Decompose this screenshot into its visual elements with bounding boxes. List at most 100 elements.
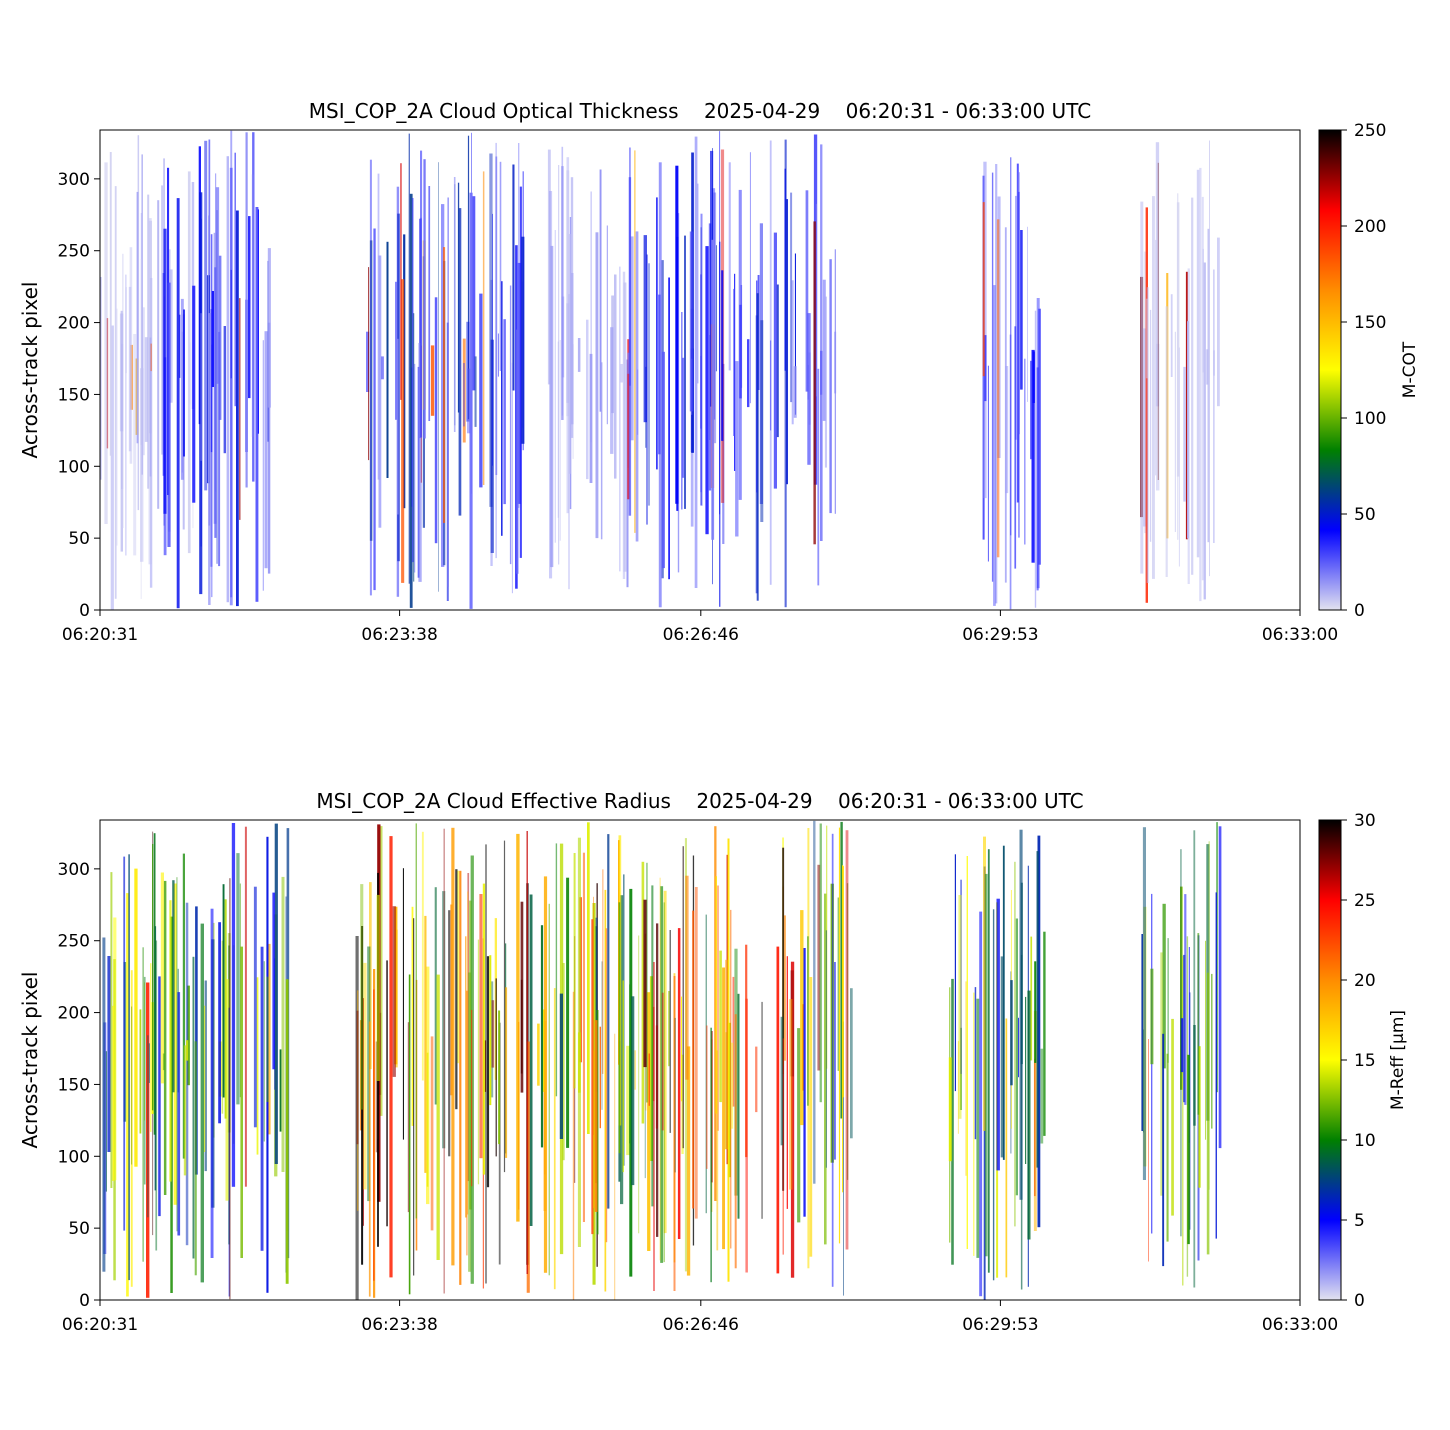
data-streak	[482, 171, 485, 485]
data-streak	[614, 274, 617, 479]
data-streak	[225, 979, 229, 1201]
data-streak	[620, 364, 623, 383]
data-streak	[789, 999, 793, 1190]
data-streak	[831, 833, 834, 1287]
data-streak	[214, 267, 217, 538]
data-streak	[755, 1046, 758, 1113]
data-streak	[428, 186, 431, 421]
data-streak	[1146, 287, 1149, 583]
data-streak	[730, 909, 732, 1249]
data-streak	[824, 296, 827, 468]
data-streak	[1206, 972, 1210, 1255]
data-streak	[408, 133, 410, 584]
data-streak	[262, 340, 264, 591]
data-streak	[263, 961, 265, 1142]
data-streak	[599, 169, 602, 412]
data-streak	[392, 906, 396, 1077]
data-streak	[1030, 936, 1033, 1061]
data-streak	[471, 1009, 473, 1187]
data-streak	[210, 234, 213, 453]
data-streak	[229, 878, 231, 1300]
data-streak	[169, 269, 173, 403]
data-streak	[1142, 328, 1147, 527]
data-streak	[1206, 349, 1209, 385]
data-streak	[136, 191, 139, 444]
data-streak	[1166, 1053, 1169, 1242]
data-streak	[776, 284, 779, 438]
data-streak	[472, 196, 476, 391]
data-streak	[1188, 947, 1190, 1143]
data-streak	[1025, 996, 1027, 1164]
data-streak	[784, 139, 787, 608]
data-streak	[176, 877, 178, 1232]
data-streak	[140, 368, 144, 562]
data-streak	[550, 245, 554, 568]
data-streak	[694, 887, 698, 1219]
data-streak	[366, 331, 370, 392]
data-streak	[992, 909, 995, 1281]
data-streak	[850, 988, 853, 1139]
data-streak	[719, 241, 721, 607]
data-streak	[960, 879, 962, 1074]
data-streak	[356, 1010, 359, 1145]
data-streak	[643, 899, 647, 1068]
data-streak	[1171, 1018, 1174, 1216]
data-streak	[520, 901, 524, 1093]
data-streak	[234, 152, 236, 407]
data-streak	[443, 828, 445, 1294]
data-streak	[1165, 306, 1168, 577]
data-streak	[228, 1007, 230, 1297]
data-streak	[996, 898, 1000, 1171]
data-streak	[540, 925, 544, 1148]
data-streak	[218, 922, 221, 1124]
data-streak	[199, 192, 203, 595]
data-streak	[735, 361, 739, 537]
data-streak	[157, 200, 160, 509]
data-streak	[776, 946, 780, 1274]
data-streak	[110, 872, 113, 1188]
data-streak	[601, 961, 603, 1110]
data-streak	[264, 331, 268, 569]
data-streak	[1010, 980, 1013, 1086]
data-streak	[113, 917, 117, 1181]
data-streak	[360, 884, 364, 1110]
data-streak	[192, 285, 196, 503]
data-streak	[773, 232, 777, 489]
data-streak	[112, 1005, 115, 1181]
data-streak	[421, 831, 424, 1081]
data-streak	[107, 956, 111, 1152]
data-streak	[819, 823, 822, 1103]
data-streak	[710, 1031, 713, 1183]
y-tick-label: 50	[68, 529, 90, 549]
data-streak	[1156, 343, 1160, 491]
data-streak	[187, 171, 191, 554]
data-streak	[409, 193, 413, 608]
data-streak	[200, 313, 202, 461]
data-streak	[958, 895, 962, 1119]
data-streak	[1180, 849, 1182, 1237]
reff-title: MSI_COP_2A Cloud Effective Radius 2025-0…	[316, 789, 1083, 813]
data-streak	[582, 852, 585, 1222]
data-streak	[123, 856, 126, 1231]
data-streak	[109, 152, 112, 456]
data-streak	[415, 823, 417, 1219]
data-streak	[128, 854, 130, 1281]
data-streak	[125, 287, 127, 374]
data-streak	[102, 937, 106, 1272]
data-streak	[424, 915, 427, 1173]
data-streak	[467, 135, 470, 420]
data-streak	[790, 961, 795, 1278]
y-tick-label: 0	[79, 601, 90, 621]
data-streak	[361, 926, 364, 1265]
data-streak	[694, 136, 698, 588]
y-tick-label: 0	[79, 1291, 90, 1311]
data-streak	[495, 142, 497, 559]
data-streak	[747, 339, 750, 408]
data-streak	[1030, 360, 1032, 460]
data-streak	[559, 993, 563, 1139]
data-streak	[150, 963, 152, 1132]
data-streak	[130, 344, 133, 410]
data-streak	[221, 940, 224, 1114]
data-streak	[498, 1010, 501, 1145]
